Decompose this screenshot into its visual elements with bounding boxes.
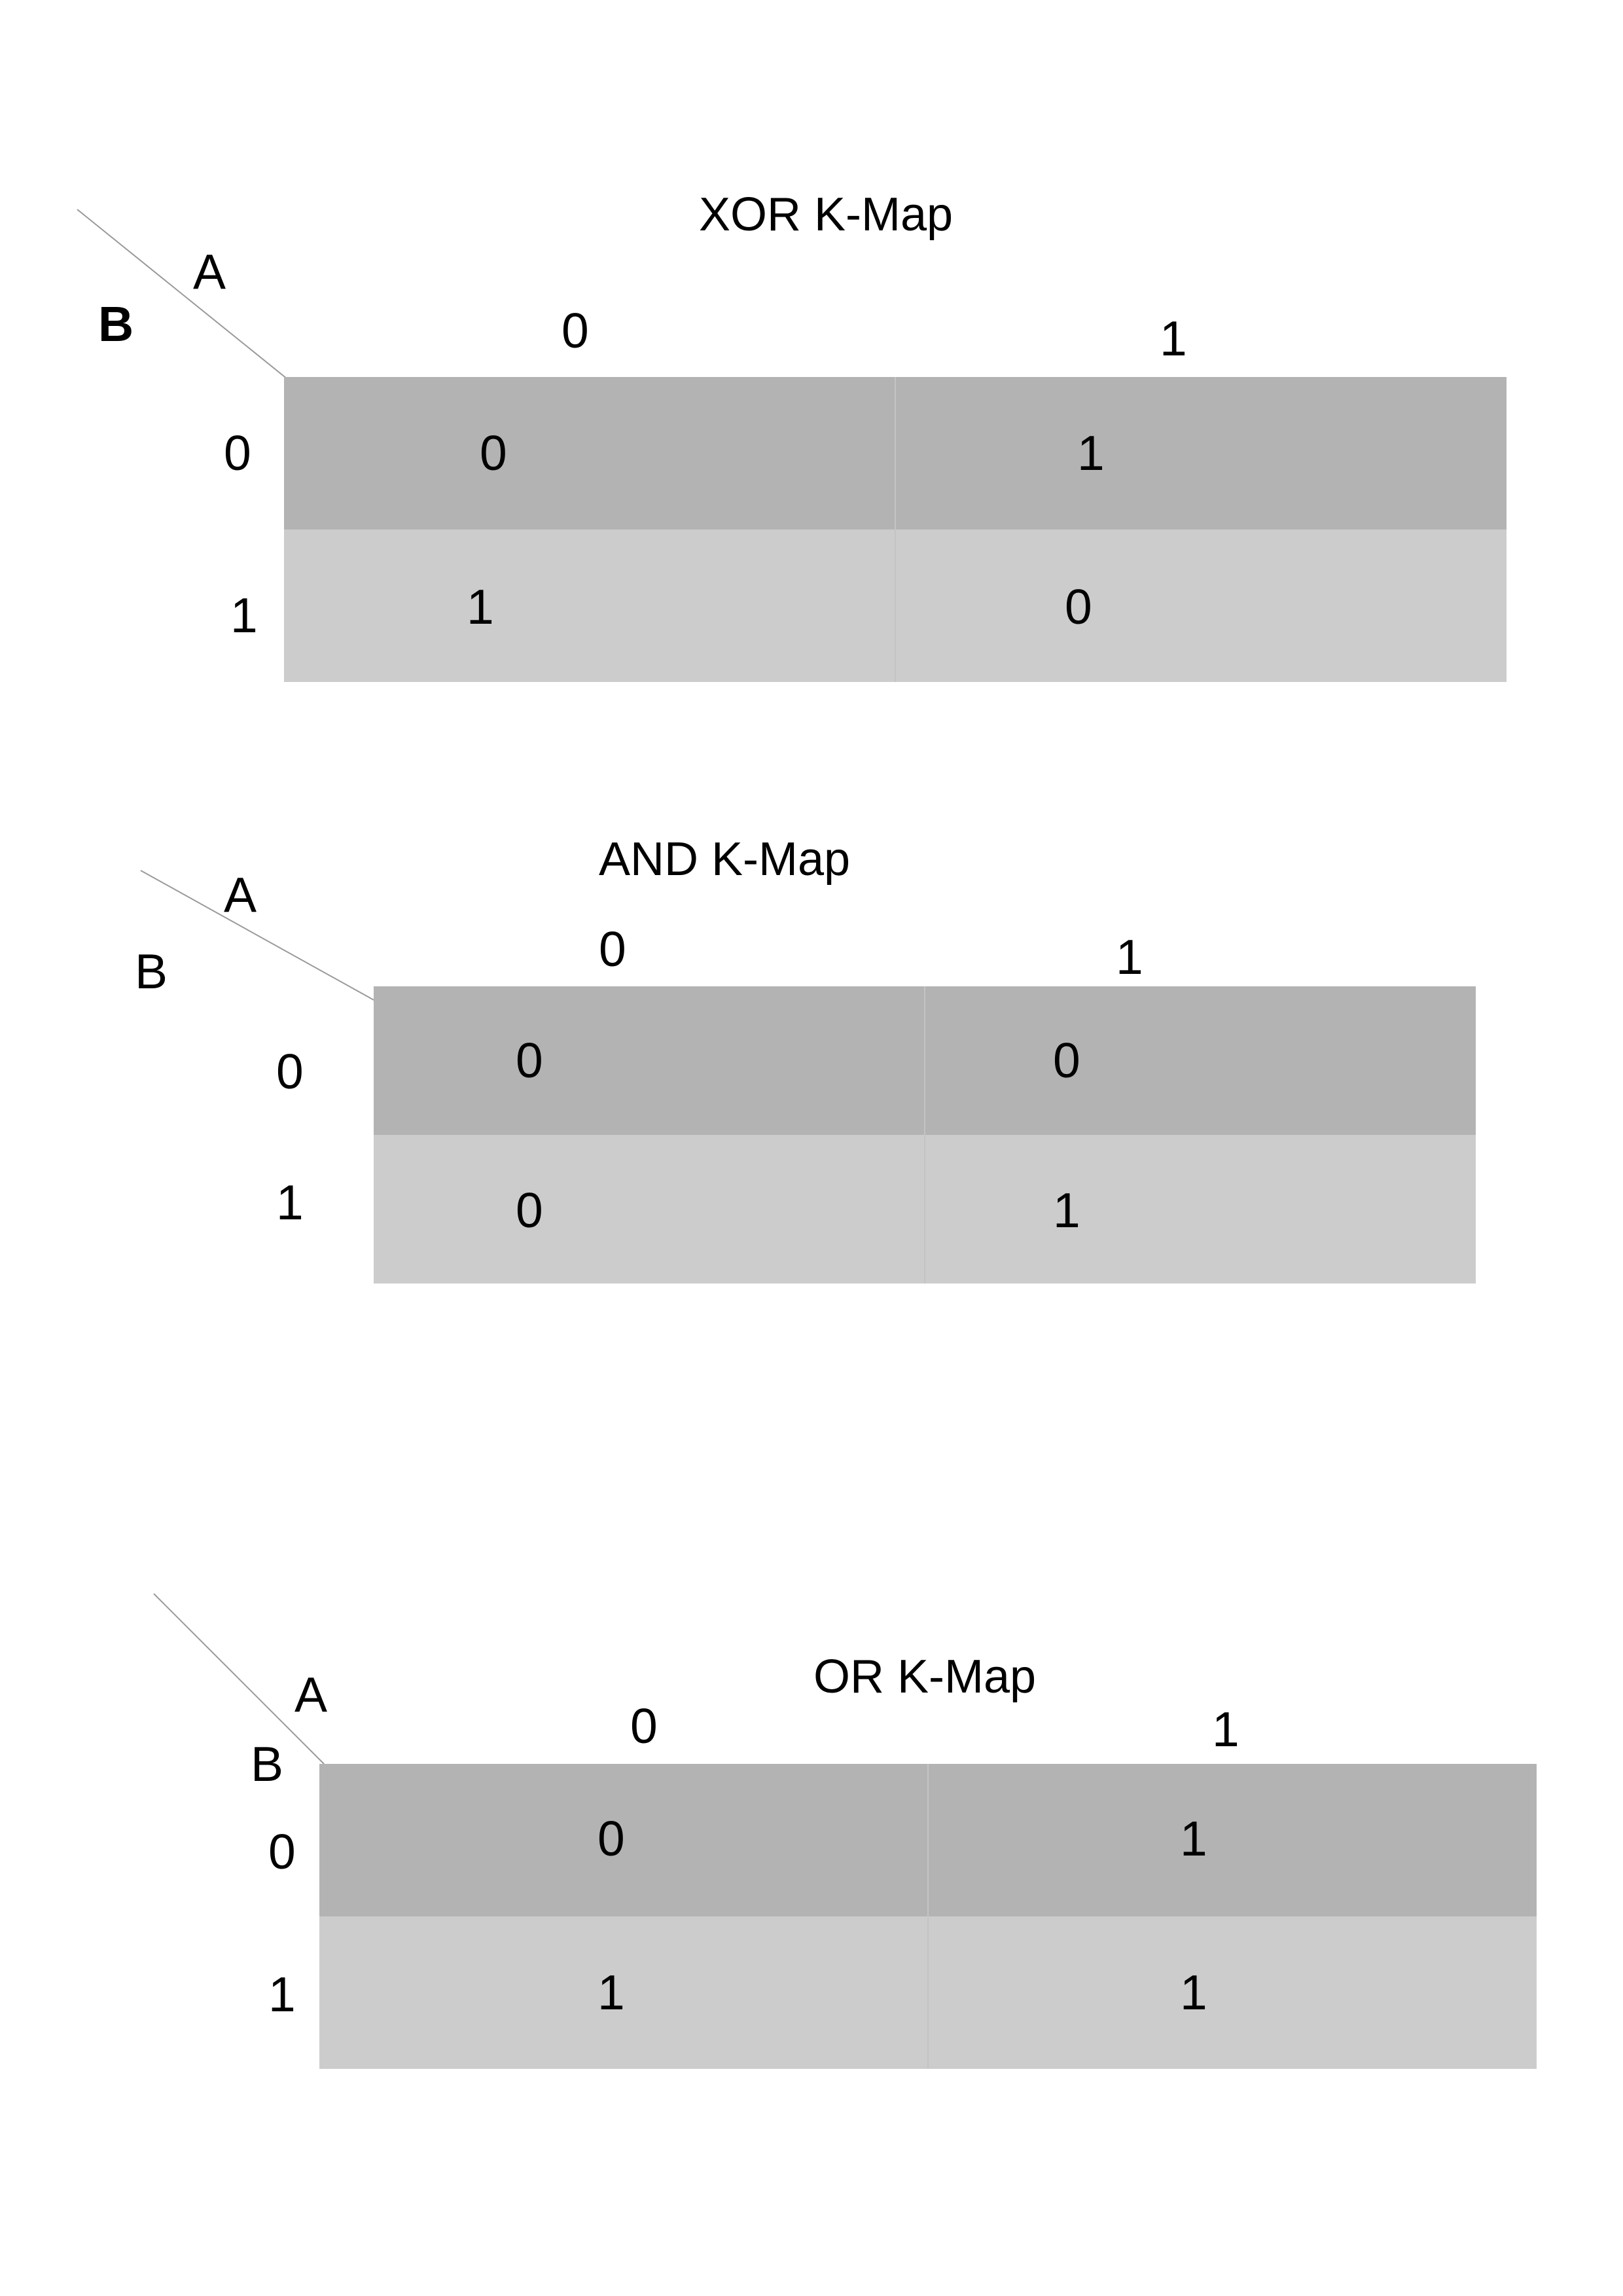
column-divider bbox=[895, 377, 896, 682]
column-header-1: 1 bbox=[1116, 929, 1143, 984]
kmap-cell-r1-c1 bbox=[928, 1916, 1537, 2069]
kmap-cell-r1-c1 bbox=[895, 529, 1507, 682]
xor-kmap-diagonal bbox=[77, 209, 305, 393]
variable-a-label: A bbox=[294, 1667, 328, 1722]
variable-b-label: B bbox=[98, 296, 134, 351]
kmap-cell-r0-c1 bbox=[895, 377, 1507, 529]
row-header-1: 1 bbox=[268, 1967, 296, 2022]
kmap-value-r1-c1: 1 bbox=[1180, 1965, 1207, 2020]
column-header-1: 1 bbox=[1212, 1702, 1240, 1757]
kmap-value-r0-c0: 0 bbox=[597, 1811, 625, 1866]
kmap-title: AND K-Map bbox=[599, 833, 851, 886]
variable-b-label: B bbox=[251, 1736, 284, 1791]
kmap-cell-r1-c0 bbox=[374, 1135, 925, 1283]
kmap-value-r1-c0: 1 bbox=[597, 1965, 625, 2020]
kmap-cell-r0-c0 bbox=[374, 986, 925, 1135]
column-divider bbox=[927, 1764, 929, 2069]
kmap-title: OR K-Map bbox=[813, 1651, 1037, 1703]
variable-b-label: B bbox=[135, 944, 168, 999]
kmap-cell-r0-c1 bbox=[928, 1764, 1537, 1916]
row-header-0: 0 bbox=[224, 425, 251, 480]
kmap-cell-r0-c1 bbox=[925, 986, 1476, 1135]
column-header-0: 0 bbox=[562, 303, 589, 358]
variable-a-label: A bbox=[224, 867, 257, 922]
column-header-1: 1 bbox=[1160, 311, 1187, 366]
kmap-cell-r0-c0 bbox=[284, 377, 895, 529]
row-header-0: 0 bbox=[276, 1044, 304, 1099]
row-header-1: 1 bbox=[230, 588, 258, 643]
kmap-value-r1-c0: 1 bbox=[467, 579, 494, 634]
kmap-value-r1-c1: 0 bbox=[1065, 579, 1092, 634]
kmap-cell-r1-c0 bbox=[284, 529, 895, 682]
kmap-value-r0-c1: 0 bbox=[1053, 1033, 1080, 1088]
column-header-0: 0 bbox=[599, 922, 626, 977]
kmap-cell-r0-c0 bbox=[319, 1764, 928, 1916]
kmap-value-r1-c0: 0 bbox=[516, 1183, 543, 1238]
column-divider bbox=[924, 986, 925, 1283]
kmap-cell-r1-c1 bbox=[925, 1135, 1476, 1283]
row-header-1: 1 bbox=[276, 1175, 304, 1230]
column-header-0: 0 bbox=[630, 1698, 658, 1753]
and-kmap-diagonal bbox=[140, 870, 377, 1002]
kmap-value-r0-c1: 1 bbox=[1180, 1811, 1207, 1866]
kmap-value-r0-c1: 1 bbox=[1077, 425, 1105, 480]
row-header-0: 0 bbox=[268, 1824, 296, 1879]
kmap-value-r0-c0: 0 bbox=[516, 1033, 543, 1088]
or-kmap-diagonal bbox=[153, 1593, 325, 1765]
kmap-title: XOR K-Map bbox=[699, 188, 954, 241]
kmap-value-r1-c1: 1 bbox=[1053, 1183, 1080, 1238]
kmap-value-r0-c0: 0 bbox=[480, 425, 507, 480]
variable-a-label: A bbox=[193, 244, 226, 299]
kmap-cell-r1-c0 bbox=[319, 1916, 928, 2069]
